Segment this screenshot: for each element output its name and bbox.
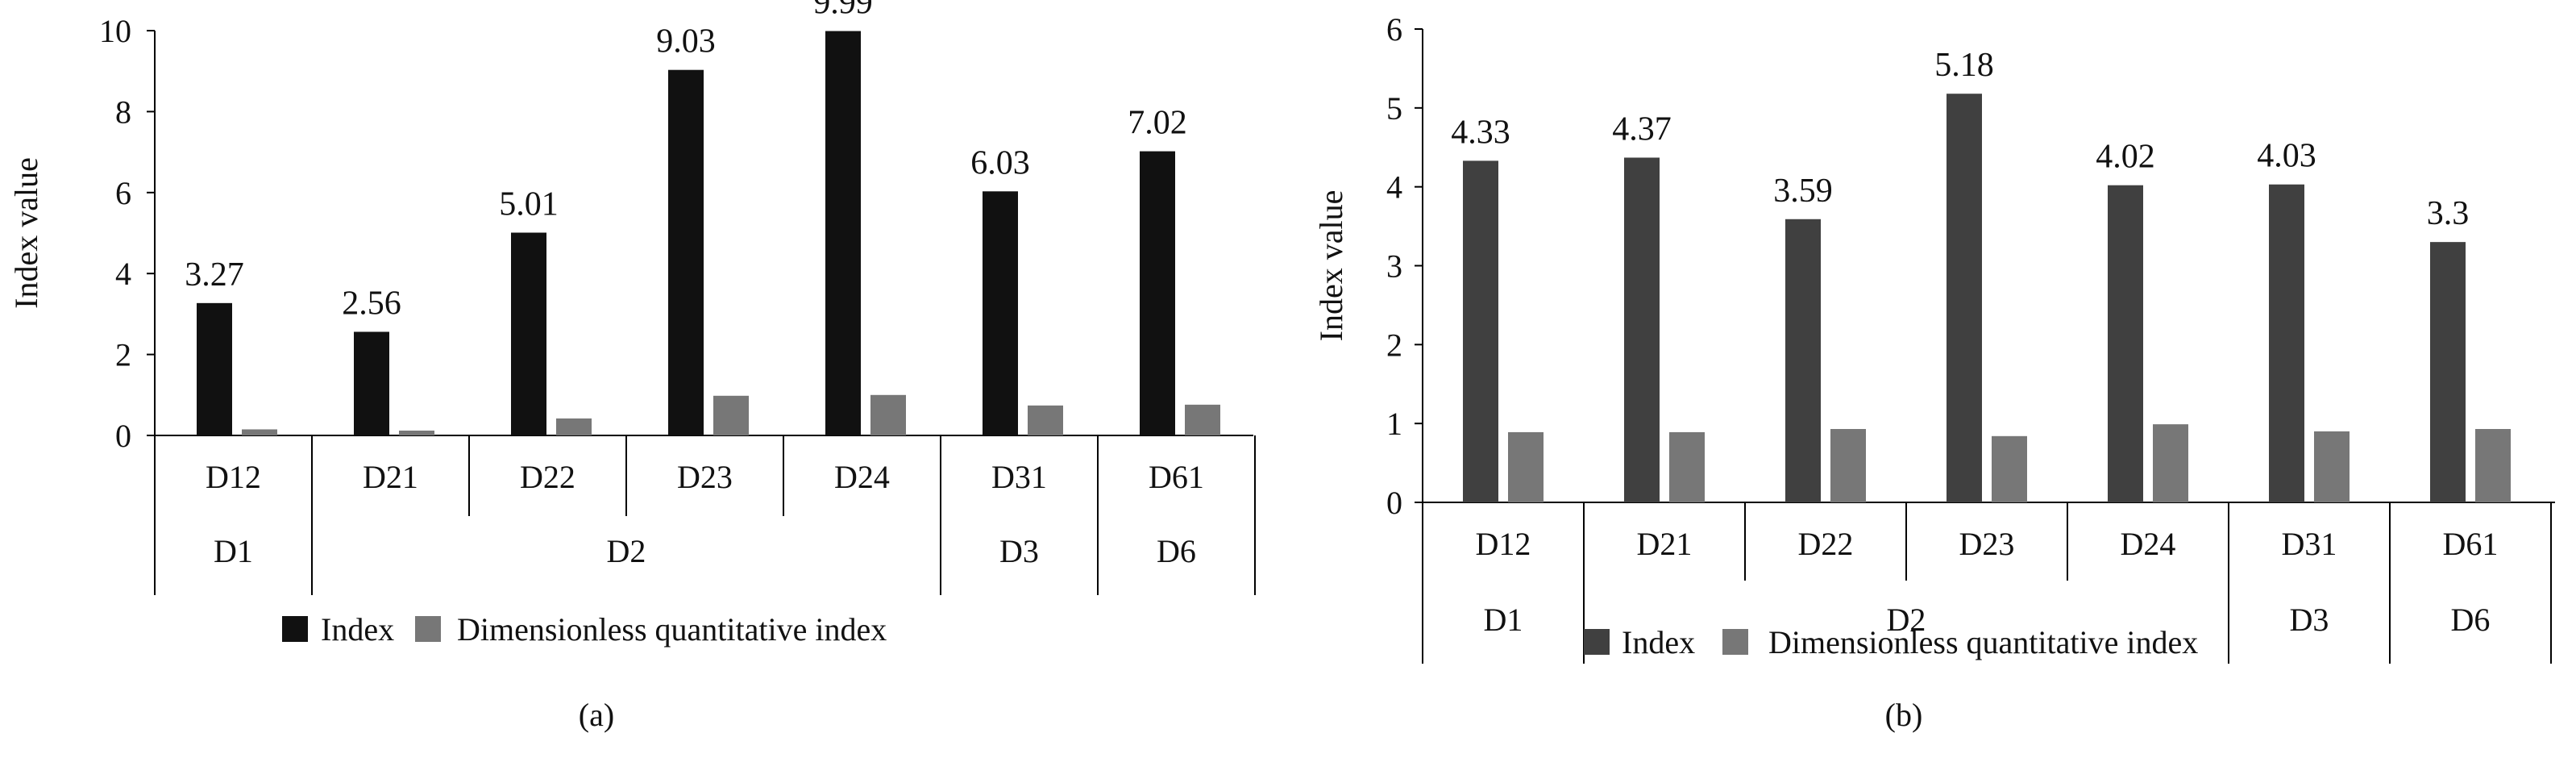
b-data-label: 3.59 (1773, 173, 1833, 210)
a-dimensionless-bar (870, 394, 906, 435)
b-y-tick-label: 6 (1386, 11, 1402, 48)
a-dimensionless-bar (242, 429, 277, 435)
a-data-label: 9.03 (656, 23, 716, 60)
a-group-label: D3 (999, 533, 1039, 569)
b-data-label: 4.33 (1451, 114, 1510, 151)
b-dimensionless-bar (1508, 431, 1544, 502)
b-index-bar (1947, 94, 1982, 503)
b-index-bar (1463, 160, 1498, 503)
a-data-label: 3.27 (185, 256, 244, 294)
a-y-tick-label: 8 (115, 94, 131, 130)
a-group-label: D1 (214, 533, 253, 569)
chart-panel-a: 0 2 4 6 8 10 Index value D12 D21 D22 D23 D24 D31 D61 D… (8, 0, 1256, 733)
b-legend-label-dimensionless: Dimensionless quantitative index (1768, 624, 2198, 660)
a-legend-swatch-index (282, 616, 308, 642)
b-y-tick-label: 0 (1386, 485, 1402, 521)
b-index-bar (1785, 219, 1821, 502)
a-index-bar (197, 302, 232, 435)
b-caption: (b) (1885, 697, 1923, 733)
b-category-label: D12 (1476, 526, 1531, 562)
b-category-label: D21 (1637, 526, 1693, 562)
a-y-axis-title: Index value (8, 157, 44, 309)
b-legend-label-index: Index (1622, 624, 1695, 660)
b-legend-swatch-index (1584, 629, 1610, 655)
a-y-tick-label: 6 (115, 175, 131, 211)
b-category-label: D23 (1959, 526, 2015, 562)
a-category-label: D61 (1149, 459, 1204, 495)
b-index-bar (2108, 185, 2143, 502)
b-index-bar (2269, 184, 2304, 502)
b-y-tick-label: 2 (1386, 327, 1402, 363)
b-dimensionless-bar (1992, 435, 2027, 502)
a-category-label: D31 (991, 459, 1047, 495)
b-data-label: 5.18 (1934, 47, 1994, 84)
b-index-bar (2430, 242, 2466, 502)
a-index-bar (511, 232, 546, 435)
a-index-bar (1140, 151, 1175, 435)
b-index-bar (1624, 157, 1660, 503)
chart-panel-b: 0 1 2 3 4 5 6 Index value D12 D21 D22 D23 D24 D31 D61 D… (1313, 11, 2555, 733)
a-index-bar (983, 191, 1018, 435)
a-data-label: 5.01 (499, 185, 559, 223)
a-dimensionless-bar (1028, 405, 1063, 435)
b-y-tick-label: 1 (1386, 406, 1402, 442)
b-category-label: D61 (2443, 526, 2499, 562)
b-dimensionless-bar (1669, 431, 1705, 502)
a-group-label: D2 (607, 533, 646, 569)
a-category-label: D22 (520, 459, 575, 495)
b-data-label: 4.37 (1612, 110, 1672, 148)
a-y-tick-label: 0 (115, 418, 131, 454)
b-data-label: 4.02 (2096, 139, 2155, 176)
b-group-label: D1 (1484, 602, 1523, 638)
b-category-label: D24 (2121, 526, 2176, 562)
b-category-label: D22 (1798, 526, 1854, 562)
b-dimensionless-bar (2153, 424, 2188, 502)
a-y-tick-label: 10 (99, 13, 131, 49)
b-dimensionless-bar (2475, 429, 2511, 502)
a-category-label: D21 (363, 459, 418, 495)
a-legend-label-index: Index (321, 611, 394, 648)
a-legend-swatch-dimensionless (415, 616, 441, 642)
a-data-label: 6.03 (970, 144, 1030, 181)
a-data-label: 2.56 (342, 285, 401, 322)
b-group-label: D3 (2290, 602, 2329, 638)
a-dimensionless-bar (713, 395, 749, 435)
a-legend-label-dimensionless: Dimensionless quantitative index (457, 611, 887, 648)
a-index-bar (668, 69, 704, 435)
a-dimensionless-bar (399, 430, 434, 435)
a-group-label: D6 (1157, 533, 1196, 569)
a-index-bar (825, 31, 861, 435)
a-category-label: D12 (206, 459, 261, 495)
a-category-label: D23 (677, 459, 733, 495)
a-caption: (a) (579, 697, 614, 733)
b-dimensionless-bar (1830, 429, 1866, 502)
a-data-label: 9.99 (813, 0, 873, 22)
a-y-tick-label: 4 (115, 256, 131, 292)
b-legend-swatch-dimensionless (1722, 629, 1748, 655)
b-y-tick-label: 3 (1386, 248, 1402, 285)
a-dimensionless-bar (556, 418, 592, 435)
b-group-label: D6 (2451, 602, 2491, 638)
b-y-tick-label: 4 (1386, 169, 1402, 206)
a-dimensionless-bar (1185, 404, 1220, 435)
b-dimensionless-bar (2314, 431, 2350, 502)
b-y-tick-label: 5 (1386, 90, 1402, 127)
b-data-label: 3.3 (2427, 195, 2470, 232)
a-index-bar (354, 331, 389, 435)
b-category-label: D31 (2282, 526, 2337, 562)
b-data-label: 4.03 (2257, 138, 2316, 175)
b-group-label: D2 (1887, 602, 1926, 638)
a-y-tick-label: 2 (115, 337, 131, 373)
b-y-axis-title: Index value (1313, 190, 1349, 342)
a-data-label: 7.02 (1128, 105, 1187, 142)
a-category-label: D24 (834, 459, 890, 495)
